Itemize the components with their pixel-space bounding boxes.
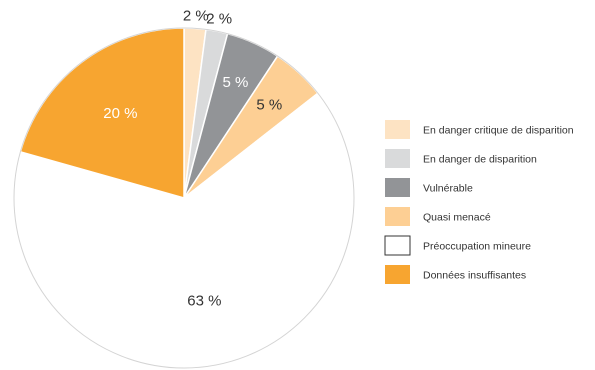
pie-outline xyxy=(13,27,355,369)
legend-label-donnees-insuffisantes: Données insuffisantes xyxy=(423,269,526,281)
legend-swatch-en-danger-de-disparition xyxy=(385,149,410,168)
slice-label-en-danger-critique-de-disparition: 2 % xyxy=(183,7,209,24)
legend-label-preoccupation-mineure: Préoccupation mineure xyxy=(423,240,531,252)
pie-slice-labels: 2 %2 % 5 % 5 % 63 % 20 % xyxy=(103,7,282,309)
legend-swatch-en-danger-critique-de-disparition xyxy=(385,120,410,139)
legend: En danger critique de disparition En dang… xyxy=(384,120,574,284)
pie-slices xyxy=(13,27,355,369)
legend-label-vulnerable: Vulnérable xyxy=(423,182,473,194)
slice-label-quasi-menace: 5 % xyxy=(256,96,282,113)
legend-swatch-donnees-insuffisantes xyxy=(385,265,410,284)
legend-label-en-danger-de-disparition: En danger de disparition xyxy=(423,153,537,165)
legend-swatch-quasi-menace xyxy=(385,207,410,226)
legend-swatch-preoccupation-mineure xyxy=(384,235,411,256)
slice-label-preoccupation-mineure: 63 % xyxy=(187,292,221,309)
slice-label-en-danger-de-disparition: 2 % xyxy=(206,10,232,27)
legend-swatch-vulnerable xyxy=(385,178,410,197)
slice-label-vulnerable: 5 % xyxy=(222,74,248,91)
legend-label-en-danger-critique-de-disparition: En danger critique de disparition xyxy=(423,124,574,136)
legend-label-quasi-menace: Quasi menacé xyxy=(423,211,491,223)
slice-label-donnees-insuffisantes: 20 % xyxy=(103,105,137,122)
